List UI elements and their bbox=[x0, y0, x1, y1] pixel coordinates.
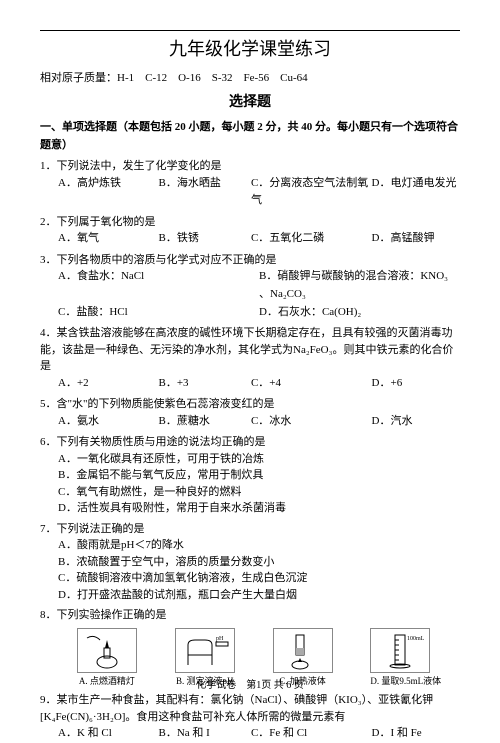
options-row: A．高炉炼铁B．海水晒盐C．分离液态空气法制氧气D．电灯通电发光 bbox=[40, 175, 460, 210]
question: 3．下列各物质中的溶质与化学式对应不正确的是A．食盐水：NaClB．硝酸钾与碳酸… bbox=[40, 252, 460, 321]
page-title: 九年级化学课堂练习 bbox=[40, 35, 460, 61]
question: 1．下列说法中，发生了化学变化的是A．高炉炼铁B．海水晒盐C．分离液态空气法制氧… bbox=[40, 158, 460, 210]
question: 2．下列属于氧化物的是A．氧气B．铁锈C．五氧化二磷D．高锰酸钾 bbox=[40, 214, 460, 248]
options-row: A．+2B．+3C．+4D．+6 bbox=[40, 375, 460, 393]
question: 7．下列说法正确的是A．酸雨就是pH＜7的降水B．浓硫酸置于空气中，溶质的质量分… bbox=[40, 521, 460, 604]
option: D．+6 bbox=[372, 375, 460, 393]
experiment-figure-icon bbox=[77, 628, 137, 673]
question-stem: 5．含"水"的下列物质能使紫色石蕊溶液变红的是 bbox=[40, 396, 460, 413]
question-stem: 1．下列说法中，发生了化学变化的是 bbox=[40, 158, 460, 175]
option: A．氧气 bbox=[58, 230, 159, 248]
question-stem: 3．下列各物质中的溶质与化学式对应不正确的是 bbox=[40, 252, 460, 269]
options-row: A．氧气B．铁锈C．五氧化二磷D．高锰酸钾 bbox=[40, 230, 460, 248]
question-stem: 8．下列实验操作正确的是 bbox=[40, 607, 460, 624]
option: B．浓硫酸置于空气中，溶质的质量分数变小 bbox=[40, 554, 460, 571]
option: A．一氧化碳具有还原性，可用于铁的冶炼 bbox=[40, 451, 460, 468]
option: B．Na 和 I bbox=[159, 725, 251, 743]
section-header: 选择题 bbox=[40, 91, 460, 111]
question-stem: 4．某含铁盐溶液能够在高浓度的碱性环境下长期稳定存在，且具有较强的灭菌消毒功能，… bbox=[40, 325, 460, 375]
atomic-mass-label: 相对原子质量： bbox=[40, 72, 117, 84]
option: D．I 和 Fe bbox=[372, 725, 460, 743]
alcohol-lamp-icon bbox=[82, 630, 132, 670]
graduated-cylinder-icon: 100mL bbox=[375, 630, 425, 670]
svg-text:pH: pH bbox=[216, 636, 224, 642]
questions-container: 1．下列说法中，发生了化学变化的是A．高炉炼铁B．海水晒盐C．分离液态空气法制氧… bbox=[40, 158, 460, 743]
option: A．高炉炼铁 bbox=[58, 175, 159, 210]
option: C．Fe 和 Cl bbox=[251, 725, 372, 743]
page-footer: 化学试卷 第1页 共 6 页 bbox=[0, 676, 500, 691]
svg-text:100mL: 100mL bbox=[407, 636, 425, 642]
experiment-figure-icon bbox=[273, 628, 333, 673]
option: D．石灰水：Ca(OH)₂ bbox=[259, 304, 460, 322]
options-row: A．氨水B．蔗糖水C．冰水D．汽水 bbox=[40, 413, 460, 431]
options-row: A．食盐水：NaClB．硝酸钾与碳酸钠的混合溶液：KNO₃ 、Na₂CO₃ bbox=[40, 268, 460, 303]
option: C．+4 bbox=[251, 375, 372, 393]
option: B．蔗糖水 bbox=[159, 413, 251, 431]
option: A．酸雨就是pH＜7的降水 bbox=[40, 537, 460, 554]
option: D．汽水 bbox=[372, 413, 460, 431]
option: A．食盐水：NaCl bbox=[58, 268, 259, 303]
top-rule bbox=[40, 30, 460, 31]
option: D．高锰酸钾 bbox=[372, 230, 460, 248]
option: C．五氧化二磷 bbox=[251, 230, 372, 248]
option: B．+3 bbox=[159, 375, 251, 393]
question-stem: 7．下列说法正确的是 bbox=[40, 521, 460, 538]
question: 5．含"水"的下列物质能使紫色石蕊溶液变红的是A．氨水B．蔗糖水C．冰水D．汽水 bbox=[40, 396, 460, 430]
question: 9．某市生产一种食盐，其配料有：氯化钠（NaCl）、碘酸钾（KIO₃）、亚铁氰化… bbox=[40, 692, 460, 743]
option: C．氧气有助燃性，是一种良好的燃料 bbox=[40, 484, 460, 501]
option: C．盐酸：HCl bbox=[58, 304, 259, 322]
question: 4．某含铁盐溶液能够在高浓度的碱性环境下长期稳定存在，且具有较强的灭菌消毒功能，… bbox=[40, 325, 460, 392]
option: C．冰水 bbox=[251, 413, 372, 431]
question-stem: 9．某市生产一种食盐，其配料有：氯化钠（NaCl）、碘酸钾（KIO₃）、亚铁氰化… bbox=[40, 692, 460, 725]
option: B．铁锈 bbox=[159, 230, 251, 248]
heating-liquid-icon bbox=[278, 630, 328, 670]
option: B．海水晒盐 bbox=[159, 175, 251, 210]
experiment-figure-icon: pH bbox=[175, 628, 235, 673]
experiment-figure-icon: 100mL bbox=[370, 628, 430, 673]
options-row: C．盐酸：HClD．石灰水：Ca(OH)₂ bbox=[40, 304, 460, 322]
atomic-mass-line: 相对原子质量：H-1 C-12 O-16 S-32 Fe-56 Cu-64 bbox=[40, 69, 460, 85]
instruction: 一、单项选择题（本题包括 20 小题，每小题 2 分，共 40 分。每小题只有一… bbox=[40, 119, 460, 154]
option: B．硝酸钾与碳酸钠的混合溶液：KNO₃ 、Na₂CO₃ bbox=[259, 268, 460, 303]
option: D．打开盛浓盐酸的试剂瓶，瓶口会产生大量白烟 bbox=[40, 587, 460, 604]
option: C．硫酸铜溶液中滴加氢氧化钠溶液，生成白色沉淀 bbox=[40, 570, 460, 587]
option: C．分离液态空气法制氧气 bbox=[251, 175, 372, 210]
ph-paper-icon: pH bbox=[180, 630, 230, 670]
question-stem: 6．下列有关物质性质与用途的说法均正确的是 bbox=[40, 434, 460, 451]
option: D．电灯通电发光 bbox=[372, 175, 460, 210]
question-stem: 2．下列属于氧化物的是 bbox=[40, 214, 460, 231]
options-row: A．K 和 ClB．Na 和 IC．Fe 和 ClD．I 和 Fe bbox=[40, 725, 460, 743]
option: A．+2 bbox=[58, 375, 159, 393]
option: D．活性炭具有吸附性，常用于自来水杀菌消毒 bbox=[40, 500, 460, 517]
question: 6．下列有关物质性质与用途的说法均正确的是A．一氧化碳具有还原性，可用于铁的冶炼… bbox=[40, 434, 460, 517]
atomic-mass-values: H-1 C-12 O-16 S-32 Fe-56 Cu-64 bbox=[117, 72, 308, 84]
option: B．金属铝不能与氧气反应，常用于制炊具 bbox=[40, 467, 460, 484]
option: A．氨水 bbox=[58, 413, 159, 431]
option: A．K 和 Cl bbox=[58, 725, 159, 743]
